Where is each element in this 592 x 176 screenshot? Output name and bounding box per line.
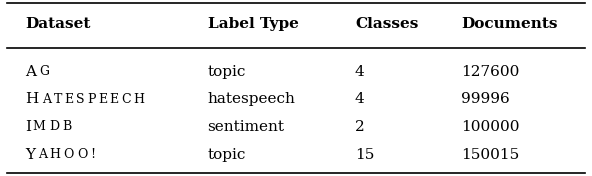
Text: Dataset: Dataset [25,17,91,31]
Text: C: C [121,93,131,106]
Text: B: B [62,121,72,133]
Text: Label Type: Label Type [208,17,298,31]
Text: 4: 4 [355,92,365,106]
Text: O: O [63,148,74,161]
Text: E: E [98,93,107,106]
Text: 2: 2 [355,120,365,134]
Text: T: T [53,93,62,106]
Text: E: E [110,93,118,106]
Text: sentiment: sentiment [208,120,285,134]
Text: D: D [49,121,59,133]
Text: 100000: 100000 [461,120,520,134]
Text: O: O [77,148,87,161]
Text: E: E [65,93,73,106]
Text: 99996: 99996 [461,92,510,106]
Text: Documents: Documents [461,17,558,31]
Text: I: I [25,120,31,134]
Text: S: S [76,93,85,106]
Text: topic: topic [208,148,246,162]
Text: !: ! [90,148,95,161]
Text: M: M [33,121,46,133]
Text: hatespeech: hatespeech [208,92,295,106]
Text: P: P [87,93,95,106]
Text: 15: 15 [355,148,374,162]
Text: Classes: Classes [355,17,419,31]
Text: Y: Y [25,148,35,162]
Text: H: H [25,92,38,106]
Text: G: G [39,65,49,78]
Text: H: H [49,148,60,161]
Text: 127600: 127600 [461,65,519,78]
Text: H: H [134,93,144,106]
Text: A: A [42,93,51,106]
Text: A: A [25,65,36,78]
Text: topic: topic [208,65,246,78]
Text: A: A [38,148,47,161]
Text: 4: 4 [355,65,365,78]
Text: 150015: 150015 [461,148,519,162]
